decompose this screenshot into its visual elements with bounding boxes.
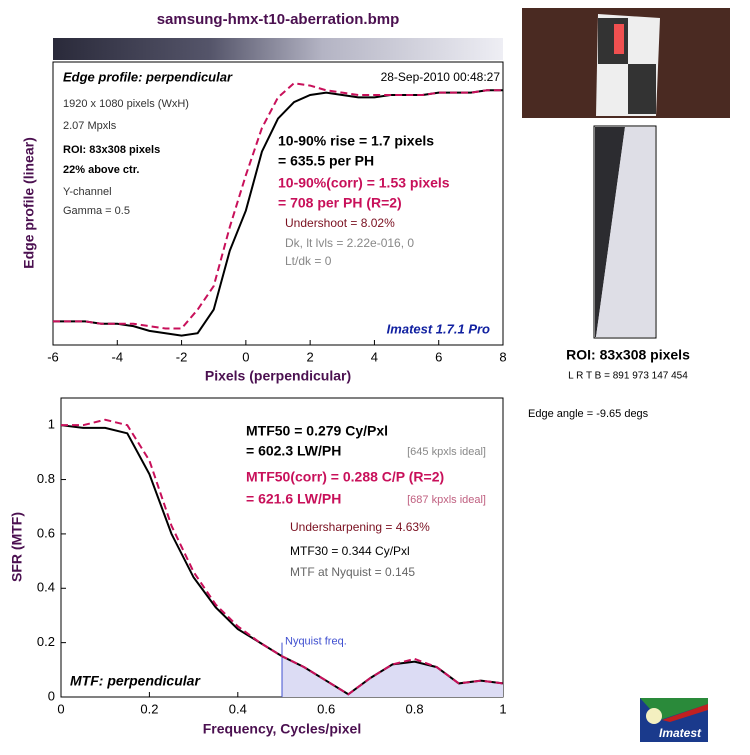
page-title: samsung-hmx-t10-aberration.bmp	[157, 11, 400, 28]
series-line	[61, 418, 504, 696]
annotation: MTF at Nyquist = 0.145	[290, 565, 415, 579]
x-tick-label: 0	[57, 701, 64, 716]
y-tick-label: 0.8	[37, 471, 55, 486]
nyquist-label: Nyquist freq.	[285, 636, 347, 648]
x-tick-label: -4	[112, 349, 124, 364]
x-tick-label: 1	[499, 701, 506, 716]
annotation: Undershoot = 8.02%	[285, 216, 395, 230]
x-tick-label: 2	[307, 349, 314, 364]
gray-strip	[53, 38, 503, 60]
roi-light	[596, 127, 655, 337]
y-tick-label: 1	[48, 417, 55, 432]
annotation: = 602.3 LW/PH	[246, 443, 341, 459]
y-tick-label: 0.4	[37, 580, 55, 595]
logo-text: Imatest	[659, 726, 702, 740]
annotation: MTF30 = 0.344 Cy/Pxl	[290, 544, 410, 558]
y-tick-label: 0	[48, 688, 55, 703]
edge-angle: Edge angle = -9.65 degs	[528, 408, 649, 420]
annotation: = 621.6 LW/PH	[246, 491, 341, 507]
x-tick-label: 0.8	[406, 701, 424, 716]
x-tick-label: -6	[47, 349, 59, 364]
annotation: Edge profile: perpendicular	[63, 69, 233, 84]
annotation: MTF: perpendicular	[70, 673, 201, 689]
roi-label: ROI: 83x308 pixels	[566, 347, 690, 363]
y-axis-label: Edge profile (linear)	[21, 137, 37, 268]
annotation: = 708 per PH (R=2)	[278, 195, 402, 211]
y-axis-label: SFR (MTF)	[9, 512, 25, 582]
annotation: Y-channel	[63, 186, 112, 198]
x-tick-label: 8	[499, 349, 506, 364]
annotation: [645 kpxls ideal]	[407, 446, 486, 458]
x-tick-label: 0.6	[317, 701, 335, 716]
annotation: Lt/dk = 0	[285, 254, 332, 268]
annotation: 10-90% rise = 1.7 pixels	[278, 133, 434, 149]
x-tick-label: 0	[242, 349, 249, 364]
logo-stripe	[662, 704, 708, 722]
roi-marker	[614, 24, 624, 54]
annotation: MTF50 = 0.279 Cy/Pxl	[246, 423, 388, 439]
y-tick-label: 0.6	[37, 525, 55, 540]
plot-frame-1	[52, 61, 504, 346]
annotation: 1920 x 1080 pixels (WxH)	[63, 98, 189, 110]
x-tick-label: 0.4	[229, 701, 247, 716]
x-axis-label: Frequency, Cycles/pixel	[203, 721, 361, 737]
annotation: MTF50(corr) = 0.288 C/P (R=2)	[246, 469, 444, 485]
roi-coords: L R T B = 891 973 147 454	[568, 371, 688, 382]
area-beyond-nyquist	[282, 656, 503, 697]
annotation: 22% above ctr.	[63, 164, 139, 176]
x-tick-label: 0.2	[140, 701, 158, 716]
logo-sun	[646, 708, 662, 724]
y-tick-label: 0.2	[37, 634, 55, 649]
x-tick-label: 6	[435, 349, 442, 364]
annotation: Imatest 1.7.1 Pro	[387, 321, 490, 336]
annotation: ROI: 83x308 pixels	[63, 144, 160, 156]
target-square	[628, 64, 656, 114]
x-tick-label: -2	[176, 349, 188, 364]
roi-dark	[595, 127, 625, 337]
annotation: 10-90%(corr) = 1.53 pixels	[278, 175, 450, 191]
annotation: Undersharpening = 4.63%	[290, 520, 430, 534]
annotation: 28-Sep-2010 00:48:27	[381, 70, 501, 84]
annotation: 2.07 Mpxls	[63, 120, 117, 132]
x-axis-label: Pixels (perpendicular)	[205, 368, 351, 384]
x-tick-label: 4	[371, 349, 378, 364]
annotation: Dk, lt lvls = 2.22e-016, 0	[285, 236, 414, 250]
annotation: = 635.5 per PH	[278, 153, 374, 169]
annotation: [687 kpxls ideal]	[407, 494, 486, 506]
series-line	[53, 89, 503, 337]
annotation: Gamma = 0.5	[63, 205, 130, 217]
